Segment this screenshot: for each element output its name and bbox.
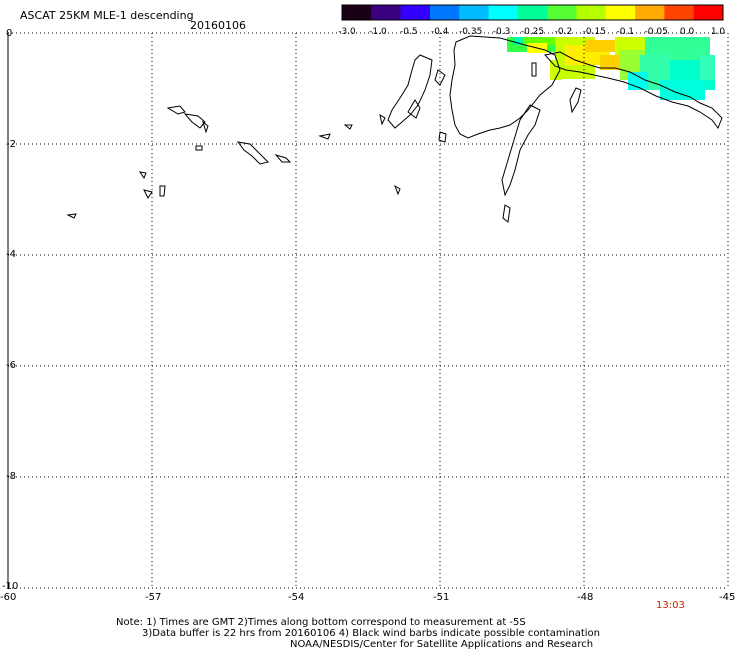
color-scale-label: 0.0 (679, 27, 695, 37)
note-line-2: 3)Data buffer is 22 hrs from 20160106 4)… (142, 628, 600, 639)
y-tick-label: -2 (6, 139, 16, 150)
color-scale-label: -0.25 (520, 27, 545, 37)
wind-swath (507, 37, 715, 100)
color-scale-swatch (635, 5, 665, 20)
color-scale-swatch (400, 5, 431, 20)
y-tick-label: -8 (6, 471, 16, 482)
y-tick-label: 0 (6, 28, 13, 39)
x-tick-label: -54 (288, 592, 305, 603)
x-tick-label: -60 (0, 592, 17, 603)
color-scale-swatch (605, 5, 636, 20)
color-scale-swatch (459, 5, 490, 20)
color-scale-swatch (547, 5, 577, 20)
color-scale-label: -0.15 (582, 27, 606, 37)
x-tick-label: -51 (433, 592, 450, 603)
color-scale-label: -0.3 (492, 27, 511, 37)
map-date: 20160106 (190, 19, 246, 32)
note-line-1: Note: 1) Times are GMT 2)Times along bot… (116, 617, 526, 628)
color-scale-label: 1.0 (710, 27, 726, 37)
x-tick-label: -48 (577, 592, 594, 603)
map-title: ASCAT 25KM MLE-1 descending (20, 9, 194, 22)
color-scale-border (341, 4, 724, 21)
color-scale-label: -3.0 (338, 27, 356, 37)
color-scale-label: -0.1 (616, 27, 635, 37)
x-tick-label: -45 (719, 592, 736, 603)
note-line-3: NOAA/NESDIS/Center for Satellite Applica… (290, 639, 594, 650)
color-scale-label: -0.35 (459, 27, 483, 37)
color-scale-swatch (488, 5, 519, 20)
y-tick-label: -4 (6, 249, 16, 260)
color-scale-swatch (576, 5, 607, 20)
color-scale-swatch (342, 5, 372, 20)
graticule-grid (7, 32, 729, 589)
color-scale-swatch (517, 5, 548, 20)
color-scale-label: -1.0 (369, 27, 387, 37)
y-tick-label: -6 (6, 360, 16, 371)
coastline (66, 35, 723, 223)
y-tick-label: -10 (2, 581, 19, 592)
color-scale-swatch (429, 5, 460, 20)
color-scale-swatch (693, 5, 724, 20)
color-scale-label: -0.05 (644, 27, 668, 37)
x-tick-label: -57 (145, 592, 162, 603)
color-scale-label: -0.2 (554, 27, 573, 37)
color-scale-label: -0.4 (430, 27, 449, 37)
color-scale-swatch (371, 5, 402, 20)
color-scale-bar (341, 4, 724, 21)
color-scale-label: -0.5 (400, 27, 418, 37)
time-label: 13:03 (656, 600, 685, 611)
color-scale-swatch (664, 5, 695, 20)
